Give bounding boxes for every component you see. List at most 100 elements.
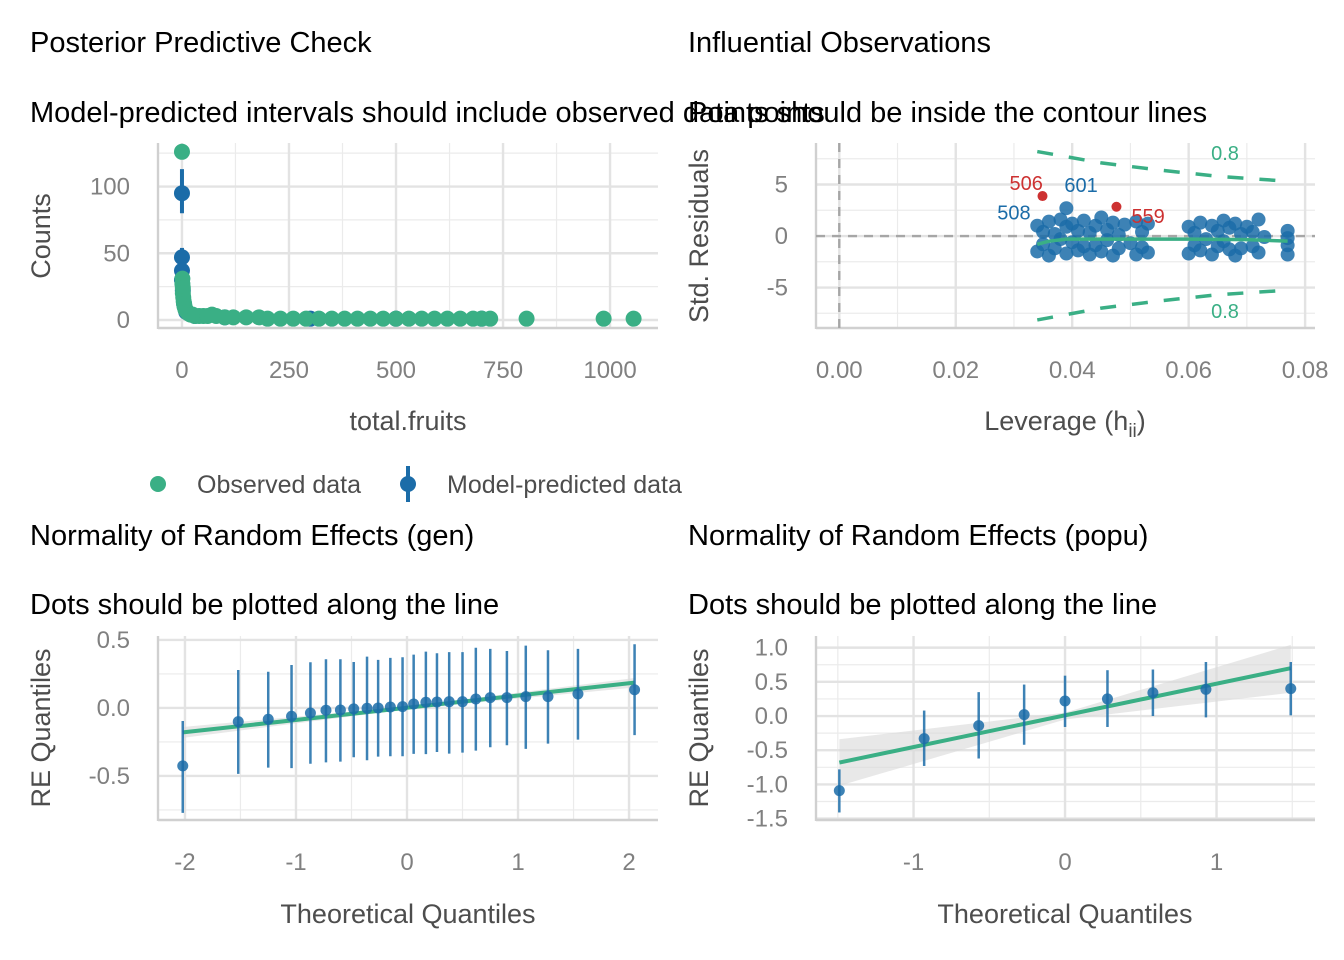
observation-point <box>1193 243 1208 258</box>
quantile-point <box>484 692 496 704</box>
x-tick-label: 0.08 <box>1282 357 1329 384</box>
point-label: 506 <box>1010 173 1043 195</box>
quantile-point <box>1101 693 1113 705</box>
point-label: 508 <box>997 203 1030 225</box>
legend-observed-label: Observed data <box>197 471 361 499</box>
panel2-title: Influential Observations <box>688 27 991 59</box>
x-tick-label: -2 <box>174 849 195 876</box>
observation-point <box>1245 224 1260 239</box>
quantile-point <box>177 760 189 772</box>
loess-smooth-line <box>1036 237 1288 246</box>
quantile-point <box>501 692 513 704</box>
x-tick-label: 0.02 <box>932 357 979 384</box>
observation-point <box>1251 245 1266 260</box>
panel1-xlabel: total.fruits <box>349 406 466 436</box>
quantile-point <box>232 716 244 728</box>
observation-point <box>1094 210 1109 225</box>
observed-point <box>362 310 379 327</box>
x-tick-label: 250 <box>269 357 309 384</box>
y-tick-label: -1.5 <box>747 806 788 833</box>
panel2-subtitle: Points should be inside the contour line… <box>688 97 1207 129</box>
panel-3: -2 -1 0 1 2 -0.5 0.0 0.5 <box>89 627 658 876</box>
panel3-ylabel: RE Quantiles <box>26 648 56 807</box>
quantile-point <box>420 696 432 708</box>
quantile-point <box>542 691 554 703</box>
observation-point <box>1140 245 1155 260</box>
panel4-ylabel: RE Quantiles <box>684 648 714 807</box>
predicted-point <box>173 185 190 202</box>
observation-point <box>1140 216 1155 231</box>
observation-point <box>1187 225 1202 240</box>
quantile-point <box>372 702 384 714</box>
panel3-title: Normality of Random Effects (gen) <box>30 520 474 552</box>
quantile-point <box>262 713 274 725</box>
x-tick-label: 1000 <box>583 357 636 384</box>
y-tick-label: -1.0 <box>747 771 788 798</box>
quantile-point <box>408 698 420 710</box>
observed-point <box>518 310 535 327</box>
panel2-xlabel-main: Leverage (h <box>984 406 1128 436</box>
quantile-point <box>320 704 332 716</box>
observed-point <box>323 310 340 327</box>
observed-point <box>349 310 366 327</box>
quantile-point <box>443 696 455 708</box>
observed-point <box>388 310 405 327</box>
quantile-point <box>1018 709 1030 721</box>
influential-point <box>1111 201 1122 212</box>
y-tick-label: -0.5 <box>747 737 788 764</box>
y-tick-label: 0.5 <box>97 627 130 654</box>
x-tick-label: -1 <box>903 849 924 876</box>
observed-point <box>439 310 456 327</box>
panel-2: 0.00 0.02 0.04 0.06 0.08 -5 0 5 0.8 0.8 506 559 601 5… <box>767 143 1329 384</box>
observed-point <box>595 310 612 327</box>
observation-point <box>1105 215 1120 230</box>
observation-point <box>1059 201 1074 216</box>
y-tick-label: -0.5 <box>89 763 130 790</box>
quantile-point <box>1200 683 1212 695</box>
panel4-xlabel: Theoretical Quantiles <box>937 899 1192 929</box>
observation-point <box>1036 224 1051 239</box>
observed-point <box>310 310 327 327</box>
panel4-subtitle: Dots should be plotted along the line <box>688 589 1157 621</box>
quantile-point <box>397 701 409 713</box>
observed-point <box>272 310 289 327</box>
quantile-point <box>348 703 360 715</box>
quantile-point <box>334 704 346 716</box>
cooks-contour-lower <box>1036 288 1291 322</box>
quantile-point <box>1059 695 1071 707</box>
y-tick-label: 0.0 <box>97 695 130 722</box>
cooks-contour-upper <box>1036 149 1291 184</box>
legend-predicted-marker <box>400 476 416 492</box>
y-tick-label: 50 <box>103 240 130 267</box>
observed-point <box>413 310 430 327</box>
observed-point <box>482 310 499 327</box>
x-tick-label: 750 <box>483 357 523 384</box>
y-tick-label: 100 <box>90 174 130 201</box>
observation-point <box>1059 246 1074 261</box>
panel-1: 0 250 500 750 1000 0 50 100 <box>90 143 658 384</box>
quantile-point <box>572 688 584 700</box>
panel4-title: Normality of Random Effects (popu) <box>688 520 1148 552</box>
quantile-point <box>384 701 396 713</box>
panel2-ylabel: Std. Residuals <box>684 149 714 323</box>
observed-point <box>225 309 242 326</box>
observation-point <box>1280 247 1295 262</box>
observation-point <box>1117 217 1132 232</box>
quantile-point <box>286 710 298 722</box>
x-tick-label: 0 <box>400 849 413 876</box>
quantile-point <box>431 696 443 708</box>
observation-point <box>1041 214 1056 229</box>
observed-point <box>173 143 190 160</box>
point-label: 601 <box>1064 175 1097 197</box>
observation-point <box>1193 215 1208 230</box>
reference-line <box>182 680 635 735</box>
quantile-point <box>470 693 482 705</box>
panel2-xlabel-sub: ii <box>1128 421 1136 442</box>
x-tick-label: 2 <box>622 849 635 876</box>
observed-point <box>259 310 276 327</box>
observation-point <box>1210 223 1225 238</box>
observed-point <box>298 310 315 327</box>
x-tick-label: 0 <box>175 357 188 384</box>
quantile-point <box>1285 683 1297 695</box>
